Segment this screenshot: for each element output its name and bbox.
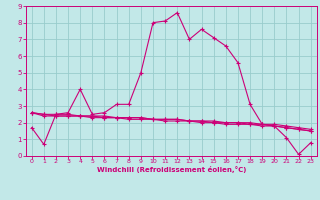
- X-axis label: Windchill (Refroidissement éolien,°C): Windchill (Refroidissement éolien,°C): [97, 166, 246, 173]
